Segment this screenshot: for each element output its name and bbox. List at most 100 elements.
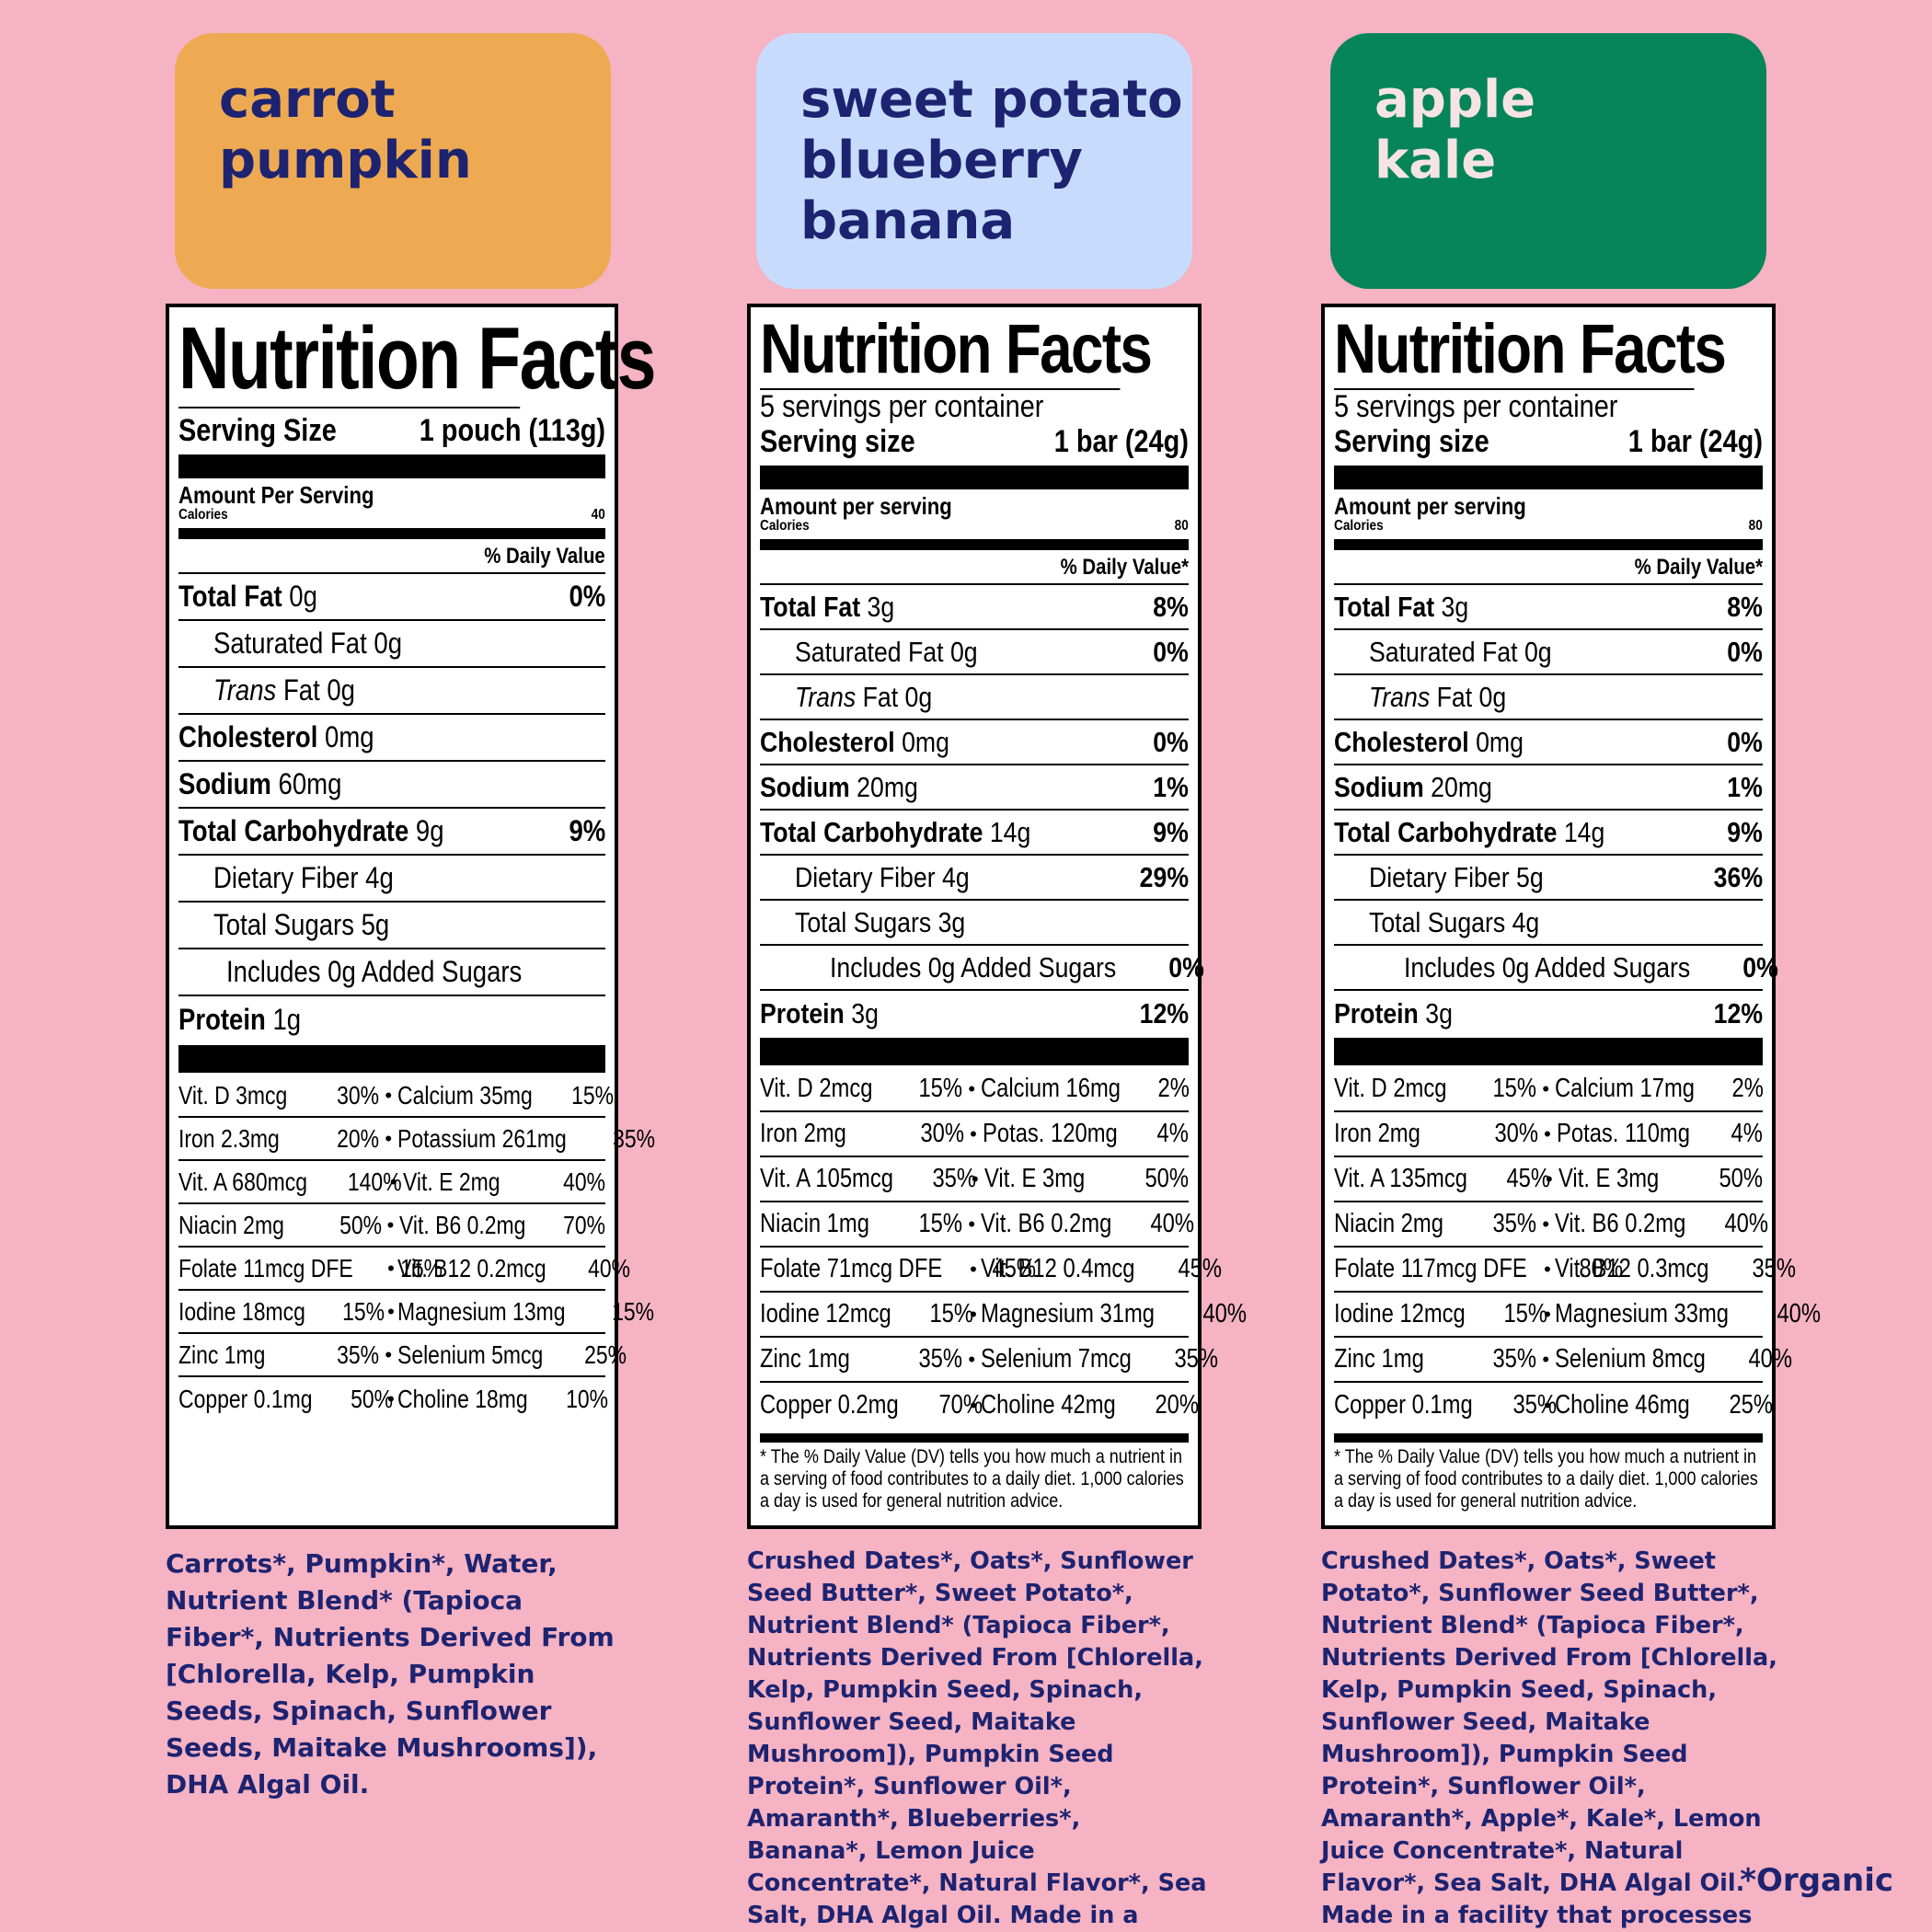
ingredients-list: Crushed Dates*, Oats*, Sweet Potato*, Su… bbox=[1321, 1546, 1781, 1932]
product-title-line: pumpkin bbox=[219, 131, 472, 190]
vitamin-row: Niacin 2mg 50% • Vit. B6 0.2mg 70% bbox=[178, 1204, 605, 1248]
vitamin-row: Zinc 1mg 35% • Selenium 5mcg 25% bbox=[178, 1334, 627, 1377]
nutrient-row: Protein 1g bbox=[178, 1003, 302, 1036]
product-title-box: apple kale bbox=[1330, 33, 1766, 289]
product-title-line: carrot bbox=[219, 70, 396, 130]
product-title-box: sweet potato blueberry banana bbox=[756, 33, 1192, 289]
vitamin-row: Copper 0.1mg 50% • Choline 18mg 10% bbox=[178, 1384, 608, 1413]
nutrient-row: Cholesterol 0mg 0% bbox=[760, 720, 1189, 765]
divider-medium bbox=[760, 539, 1189, 550]
vitamin-row: Vit. D 2mcg 15% • Calcium 16mg 2% bbox=[760, 1067, 1190, 1112]
product-title-box: carrot pumpkin bbox=[175, 33, 611, 289]
vitamin-row: Vit. A 680mcg 140% • Vit. E 2mg 40% bbox=[178, 1161, 605, 1204]
vitamin-row: Folate 117mcg DFE 80% • Vit. B12 0.3mcg 35… bbox=[1334, 1248, 1796, 1293]
divider-thick bbox=[760, 466, 1189, 489]
calories-row: Calories 80 bbox=[1334, 519, 1763, 534]
nutrient-row: Saturated Fat 0g 0% bbox=[1334, 630, 1763, 675]
nutrient-row: Dietary Fiber 4g bbox=[178, 856, 605, 903]
product-title-line: blueberry bbox=[800, 131, 1083, 190]
nutrient-row: Trans Fat 0g bbox=[178, 668, 605, 715]
divider-thick bbox=[178, 1045, 605, 1073]
calories-label: Calories bbox=[178, 507, 228, 523]
serving-size-row: Serving size 1 bar (24g) bbox=[760, 423, 1189, 460]
nutrient-row: Sodium 60mg bbox=[178, 762, 605, 809]
calories-value: 80 bbox=[1748, 518, 1763, 534]
servings-per-container: 5 servings per container bbox=[760, 389, 1044, 424]
nutrient-row: Trans Fat 0g bbox=[760, 675, 1189, 720]
vitamin-row: Niacin 2mg 35% • Vit. B6 0.2mg 40% bbox=[1334, 1202, 1768, 1248]
vitamin-row: Vit. D 2mcg 15% • Calcium 17mg 2% bbox=[1334, 1067, 1764, 1112]
nutrient-row: Total Sugars 3g bbox=[760, 901, 1189, 946]
vitamin-row: Iron 2mg 30% • Potas. 110mg 4% bbox=[1334, 1112, 1763, 1157]
vitamin-row: Iron 2mg 30% • Potas. 120mg 4% bbox=[760, 1112, 1189, 1157]
nutrient-row: Saturated Fat 0g 0% bbox=[760, 630, 1189, 675]
servings-per-container: 5 servings per container bbox=[1334, 389, 1618, 424]
nutrient-row: Includes 0g Added Sugars bbox=[178, 949, 605, 996]
vitamin-row: Copper 0.2mg 70% • Choline 42mg 20% bbox=[760, 1390, 1199, 1420]
serving-size-value: 1 pouch (113g) bbox=[419, 413, 605, 448]
ingredients-list: Carrots*, Pumpkin*, Water, Nutrient Blen… bbox=[166, 1548, 615, 1800]
serving-size-label: Serving Size bbox=[178, 413, 337, 448]
nutrient-row: Includes 0g Added Sugars 0% bbox=[1334, 946, 1778, 991]
vitamin-row: Folate 11mcg DFE 15% • Vit. B12 0.2mcg 40% bbox=[178, 1248, 630, 1291]
nutrient-row: Sodium 20mg 1% bbox=[1334, 765, 1763, 811]
vitamin-row: Niacin 1mg 15% • Vit. B6 0.2mg 40% bbox=[760, 1202, 1194, 1248]
nutrition-facts-heading: Nutrition Facts bbox=[1334, 310, 1727, 390]
nutrient-row: Total Fat 3g 8% bbox=[1334, 585, 1763, 630]
nutrition-facts-heading: Nutrition Facts bbox=[760, 310, 1153, 390]
nutrient-row: Protein 3g 12% bbox=[1334, 996, 1763, 1029]
nutrient-row: Dietary Fiber 5g 36% bbox=[1334, 856, 1763, 901]
daily-value-header: % Daily Value bbox=[178, 541, 605, 574]
organic-note: *Organic bbox=[1740, 1862, 1893, 1899]
nutrition-facts-heading: Nutrition Facts bbox=[178, 309, 656, 408]
nutrient-row: Total Fat 3g 8% bbox=[760, 585, 1189, 630]
nutrient-row: Total Sugars 5g bbox=[178, 903, 605, 949]
vitamin-row: Folate 71mcg DFE 45% • Vit. B12 0.4mcg 45% bbox=[760, 1248, 1222, 1293]
vitamin-row: Iodine 12mcg 15% • Magnesium 33mg 40% bbox=[1334, 1293, 1821, 1338]
calories-label: Calories bbox=[760, 518, 810, 534]
vitamin-row: Zinc 1mg 35% • Selenium 7mcg 35% bbox=[760, 1338, 1218, 1383]
nutrient-row: Sodium 20mg 1% bbox=[760, 765, 1189, 811]
product-title-line: sweet potato bbox=[800, 70, 1183, 130]
daily-value-header: % Daily Value* bbox=[1334, 552, 1763, 585]
product-title-line: banana bbox=[800, 191, 1016, 251]
serving-size-row: Serving size 1 bar (24g) bbox=[1334, 423, 1763, 460]
divider-medium bbox=[178, 528, 605, 539]
nutrient-row: Total Fat 0g 0% bbox=[178, 574, 605, 621]
divider-thick bbox=[1334, 1038, 1763, 1065]
nutrient-row: Total Carbohydrate 14g 9% bbox=[1334, 811, 1763, 856]
vitamin-row: Vit. D 3mcg 30% • Calcium 35mg 15% bbox=[178, 1075, 614, 1118]
vitamin-row: Iron 2.3mg 20% • Potassium 261mg 35% bbox=[178, 1118, 655, 1161]
vitamin-row: Vit. A 105mcg 35% • Vit. E 3mg 50% bbox=[760, 1157, 1189, 1202]
divider-medium bbox=[1334, 1433, 1763, 1443]
calories-row: Calories 80 bbox=[760, 519, 1189, 534]
amount-per-serving: Amount per serving bbox=[1334, 492, 1526, 520]
nutrient-row: Includes 0g Added Sugars 0% bbox=[760, 946, 1204, 991]
product-title-line: apple bbox=[1374, 70, 1536, 130]
divider-thick bbox=[1334, 466, 1763, 489]
allergen-statement: Made in a facility that processes gluten… bbox=[1321, 1902, 1753, 1929]
product-title-line: kale bbox=[1374, 131, 1497, 190]
calories-value: 80 bbox=[1174, 518, 1189, 534]
daily-value-footnote: * The % Daily Value (DV) tells you how m… bbox=[1334, 1446, 1758, 1512]
amount-per-serving: Amount Per Serving bbox=[178, 481, 374, 509]
nutrition-facts-label: Nutrition Facts 5 servings per container… bbox=[1321, 304, 1821, 1529]
divider-medium bbox=[1334, 539, 1763, 550]
serving-size-row: Serving Size 1 pouch (113g) bbox=[178, 412, 605, 449]
divider-thick bbox=[760, 1038, 1189, 1065]
serving-size-value: 1 bar (24g) bbox=[1053, 424, 1189, 459]
calories-label: Calories bbox=[1334, 518, 1384, 534]
vitamin-row: Vit. A 135mcg 45% • Vit. E 3mg 50% bbox=[1334, 1157, 1763, 1202]
nutrition-facts-label: Nutrition Facts Serving Size 1 pouch (11… bbox=[166, 304, 656, 1529]
vitamin-row: Iodine 18mcg 15% • Magnesium 13mg 15% bbox=[178, 1291, 654, 1334]
calories-value: 40 bbox=[591, 507, 605, 523]
nutrition-facts-label: Nutrition Facts 5 servings per container… bbox=[747, 304, 1247, 1529]
calories-row: Calories 40 bbox=[178, 508, 605, 523]
nutrient-row: Total Carbohydrate 14g 9% bbox=[760, 811, 1189, 856]
nutrient-row: Cholesterol 0mg 0% bbox=[1334, 720, 1763, 765]
vitamin-row: Zinc 1mg 35% • Selenium 8mcg 40% bbox=[1334, 1338, 1792, 1383]
nutrient-row: Total Sugars 4g bbox=[1334, 901, 1763, 946]
nutrient-row: Protein 3g 12% bbox=[760, 996, 1189, 1029]
nutrient-row: Saturated Fat 0g bbox=[178, 621, 605, 668]
vitamin-row: Iodine 12mcg 15% • Magnesium 31mg 40% bbox=[760, 1293, 1247, 1338]
